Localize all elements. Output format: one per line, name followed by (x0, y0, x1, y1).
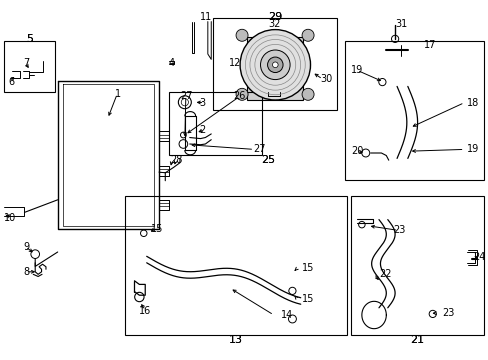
Bar (246, 37, 303, 100)
Text: 31: 31 (394, 19, 407, 30)
Text: 19: 19 (350, 65, 363, 75)
Bar (4, 41, 55, 92)
Text: 19: 19 (466, 144, 478, 154)
Text: 5: 5 (26, 34, 33, 44)
Text: 27: 27 (253, 144, 265, 154)
Text: 15: 15 (302, 263, 314, 273)
Text: 9: 9 (23, 242, 30, 252)
Circle shape (236, 88, 247, 100)
Text: 7: 7 (23, 58, 30, 68)
Text: 15: 15 (150, 224, 163, 234)
Text: 23: 23 (442, 308, 454, 318)
Circle shape (272, 62, 278, 68)
Text: 23: 23 (393, 225, 405, 235)
Text: 2: 2 (199, 125, 205, 135)
Text: 27: 27 (180, 91, 192, 102)
Text: 21: 21 (410, 335, 424, 345)
Circle shape (236, 29, 247, 41)
Text: 24: 24 (472, 252, 485, 262)
Text: 21: 21 (410, 335, 424, 345)
Circle shape (267, 57, 283, 73)
Text: 29: 29 (267, 12, 282, 22)
Bar (344, 41, 483, 180)
Text: 25: 25 (261, 155, 274, 165)
Text: 14: 14 (281, 310, 293, 320)
Text: 17: 17 (424, 40, 436, 50)
Text: 10: 10 (4, 213, 16, 223)
Text: 4: 4 (168, 58, 175, 68)
Circle shape (260, 50, 289, 80)
Text: 28: 28 (170, 155, 182, 165)
Text: 15: 15 (302, 294, 314, 304)
Text: 25: 25 (261, 155, 274, 165)
Text: 16: 16 (139, 306, 151, 316)
Circle shape (302, 29, 313, 41)
Circle shape (240, 30, 310, 100)
Text: 30: 30 (320, 74, 332, 84)
Bar (212, 18, 337, 110)
Text: 32: 32 (267, 19, 280, 30)
Text: 6: 6 (9, 77, 15, 87)
Text: 13: 13 (228, 335, 242, 345)
Circle shape (302, 88, 313, 100)
Text: 1: 1 (115, 89, 121, 99)
Text: 5: 5 (26, 34, 33, 44)
Bar (168, 92, 261, 155)
Text: 12: 12 (228, 58, 241, 68)
Bar (124, 196, 346, 335)
Text: 8: 8 (23, 267, 30, 277)
Text: 26: 26 (233, 91, 245, 102)
Text: 3: 3 (199, 98, 205, 108)
Text: 11: 11 (199, 12, 211, 22)
Text: 22: 22 (378, 269, 391, 279)
Bar (350, 196, 483, 335)
Text: 20: 20 (350, 146, 363, 156)
Text: 13: 13 (228, 335, 242, 345)
Text: 18: 18 (466, 98, 478, 108)
Text: 29: 29 (267, 12, 282, 22)
